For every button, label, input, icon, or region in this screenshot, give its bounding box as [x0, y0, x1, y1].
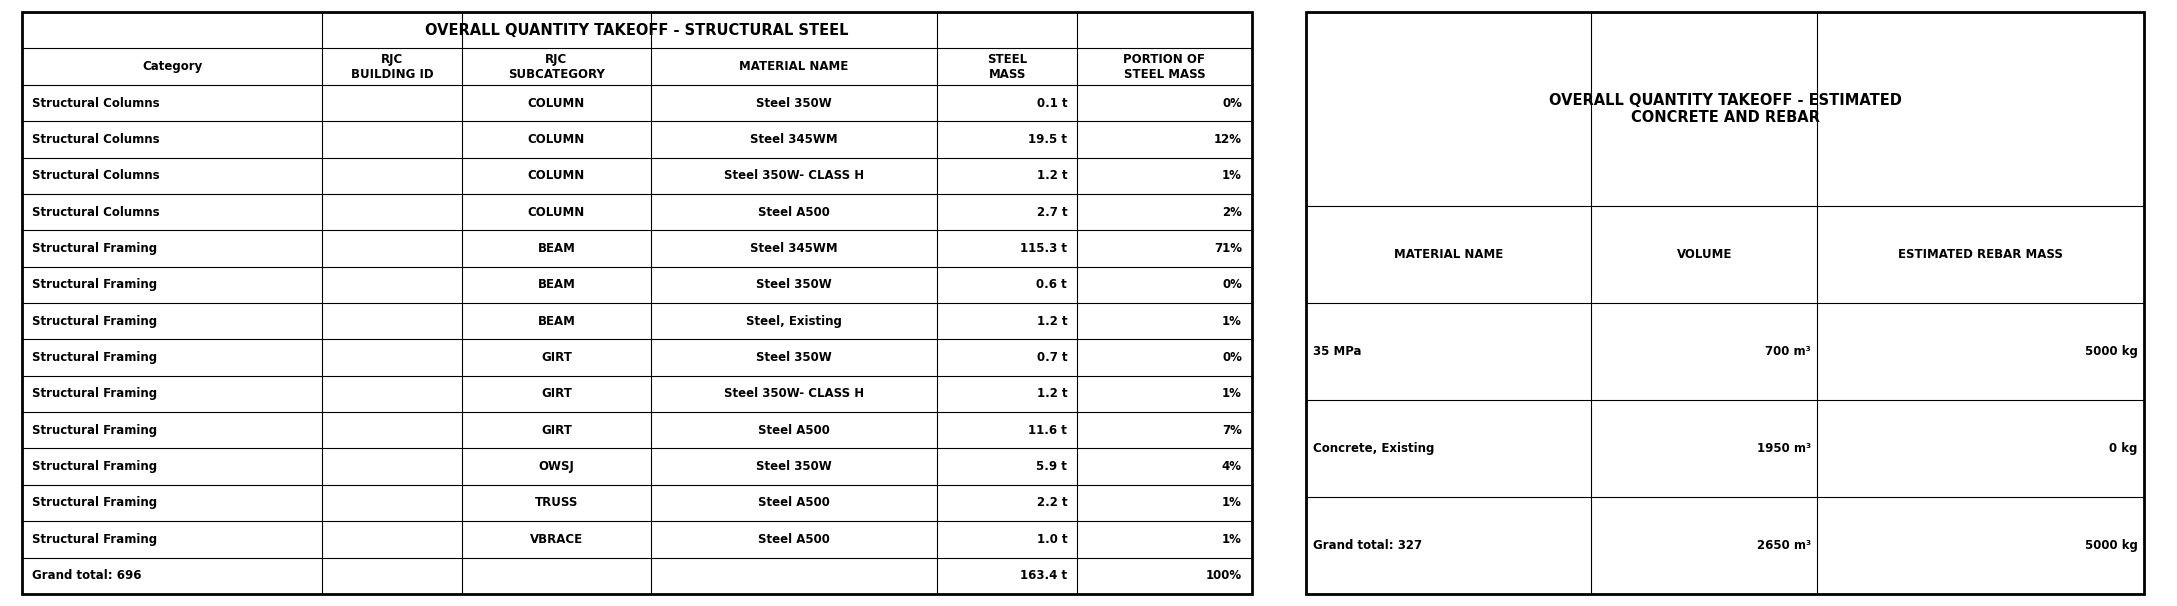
Text: 1%: 1% [1221, 315, 1241, 328]
Text: 19.5 t: 19.5 t [1028, 133, 1067, 146]
Text: Structural Columns: Structural Columns [33, 133, 159, 146]
Text: 12%: 12% [1215, 133, 1241, 146]
Text: Steel 350W: Steel 350W [755, 460, 832, 473]
Text: VOLUME: VOLUME [1676, 248, 1733, 261]
Text: Steel 345WM: Steel 345WM [751, 242, 838, 255]
Text: TRUSS: TRUSS [536, 496, 579, 510]
Text: RJC
SUBCATEGORY: RJC SUBCATEGORY [507, 53, 605, 81]
Text: Steel A500: Steel A500 [758, 496, 829, 510]
Text: 7%: 7% [1221, 424, 1241, 437]
Text: 0.7 t: 0.7 t [1036, 351, 1067, 364]
Text: 0 kg: 0 kg [2110, 442, 2138, 455]
Text: Steel 350W: Steel 350W [755, 278, 832, 291]
Text: Category: Category [142, 60, 202, 73]
Text: Structural Columns: Structural Columns [33, 205, 159, 219]
Text: Structural Framing: Structural Framing [33, 533, 157, 546]
Text: MATERIAL NAME: MATERIAL NAME [1393, 248, 1504, 261]
Text: COLUMN: COLUMN [527, 96, 586, 110]
Text: Steel 345WM: Steel 345WM [751, 133, 838, 146]
Text: COLUMN: COLUMN [527, 133, 586, 146]
Text: Steel A500: Steel A500 [758, 533, 829, 546]
Text: PORTION OF
STEEL MASS: PORTION OF STEEL MASS [1123, 53, 1206, 81]
Text: 0%: 0% [1221, 278, 1241, 291]
Text: 5000 kg: 5000 kg [2086, 345, 2138, 358]
Text: 2650 m³: 2650 m³ [1757, 539, 1811, 552]
Text: 700 m³: 700 m³ [1766, 345, 1811, 358]
Text: GIRT: GIRT [540, 424, 573, 437]
Text: 2.7 t: 2.7 t [1036, 205, 1067, 219]
Text: 100%: 100% [1206, 569, 1241, 582]
Text: 2%: 2% [1221, 205, 1241, 219]
Text: 1.0 t: 1.0 t [1036, 533, 1067, 546]
Text: BEAM: BEAM [538, 278, 575, 291]
Text: 11.6 t: 11.6 t [1028, 424, 1067, 437]
Text: 1.2 t: 1.2 t [1036, 315, 1067, 328]
Text: COLUMN: COLUMN [527, 205, 586, 219]
Text: OWSJ: OWSJ [538, 460, 575, 473]
Text: Structural Framing: Structural Framing [33, 460, 157, 473]
Text: 0%: 0% [1221, 96, 1241, 110]
Text: 1%: 1% [1221, 533, 1241, 546]
Text: 1.2 t: 1.2 t [1036, 387, 1067, 401]
Text: Steel 350W- CLASS H: Steel 350W- CLASS H [725, 169, 864, 182]
Text: Structural Framing: Structural Framing [33, 496, 157, 510]
Text: Grand total: 327: Grand total: 327 [1313, 539, 1422, 552]
Text: 0%: 0% [1221, 351, 1241, 364]
Text: 1950 m³: 1950 m³ [1757, 442, 1811, 455]
Text: 35 MPa: 35 MPa [1313, 345, 1361, 358]
Text: RJC
BUILDING ID: RJC BUILDING ID [350, 53, 433, 81]
Text: 1%: 1% [1221, 387, 1241, 401]
Text: 0.6 t: 0.6 t [1036, 278, 1067, 291]
Text: 0.1 t: 0.1 t [1036, 96, 1067, 110]
Text: Concrete, Existing: Concrete, Existing [1313, 442, 1435, 455]
Text: 1%: 1% [1221, 496, 1241, 510]
Text: 5.9 t: 5.9 t [1036, 460, 1067, 473]
Text: Steel 350W- CLASS H: Steel 350W- CLASS H [725, 387, 864, 401]
Text: 115.3 t: 115.3 t [1021, 242, 1067, 255]
Text: OVERALL QUANTITY TAKEOFF - STRUCTURAL STEEL: OVERALL QUANTITY TAKEOFF - STRUCTURAL ST… [425, 23, 849, 38]
Text: 71%: 71% [1215, 242, 1241, 255]
Text: Steel, Existing: Steel, Existing [747, 315, 842, 328]
Text: STEEL
MASS: STEEL MASS [986, 53, 1028, 81]
Text: BEAM: BEAM [538, 242, 575, 255]
Text: Structural Framing: Structural Framing [33, 424, 157, 437]
Text: 1.2 t: 1.2 t [1036, 169, 1067, 182]
Text: Grand total: 696: Grand total: 696 [33, 569, 142, 582]
Text: Structural Framing: Structural Framing [33, 242, 157, 255]
Text: Structural Framing: Structural Framing [33, 387, 157, 401]
Text: MATERIAL NAME: MATERIAL NAME [740, 60, 849, 73]
Text: 5000 kg: 5000 kg [2086, 539, 2138, 552]
Text: GIRT: GIRT [540, 351, 573, 364]
Text: Steel A500: Steel A500 [758, 424, 829, 437]
Text: Steel A500: Steel A500 [758, 205, 829, 219]
Text: Structural Framing: Structural Framing [33, 315, 157, 328]
Text: BEAM: BEAM [538, 315, 575, 328]
Text: Steel 350W: Steel 350W [755, 351, 832, 364]
Text: 2.2 t: 2.2 t [1036, 496, 1067, 510]
Text: ESTIMATED REBAR MASS: ESTIMATED REBAR MASS [1898, 248, 2064, 261]
Text: Structural Columns: Structural Columns [33, 96, 159, 110]
Text: COLUMN: COLUMN [527, 169, 586, 182]
Text: 1%: 1% [1221, 169, 1241, 182]
Text: OVERALL QUANTITY TAKEOFF - ESTIMATED
CONCRETE AND REBAR: OVERALL QUANTITY TAKEOFF - ESTIMATED CON… [1548, 93, 1903, 125]
Text: Steel 350W: Steel 350W [755, 96, 832, 110]
Text: 4%: 4% [1221, 460, 1241, 473]
Text: 163.4 t: 163.4 t [1021, 569, 1067, 582]
Text: Structural Columns: Structural Columns [33, 169, 159, 182]
Text: VBRACE: VBRACE [529, 533, 583, 546]
Text: Structural Framing: Structural Framing [33, 278, 157, 291]
Text: GIRT: GIRT [540, 387, 573, 401]
Text: Structural Framing: Structural Framing [33, 351, 157, 364]
